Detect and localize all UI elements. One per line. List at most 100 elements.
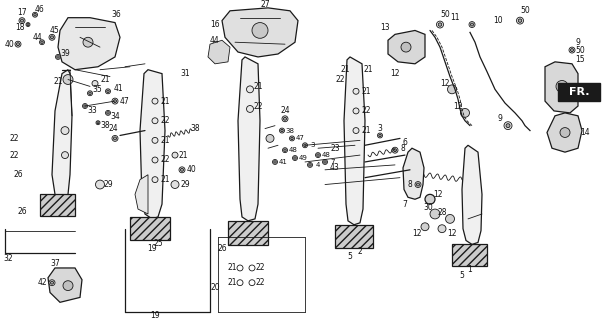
- Text: 5: 5: [460, 271, 465, 280]
- Circle shape: [252, 23, 268, 38]
- Circle shape: [249, 280, 255, 286]
- Circle shape: [152, 157, 158, 163]
- Circle shape: [84, 105, 86, 107]
- Polygon shape: [452, 244, 487, 266]
- Circle shape: [96, 121, 100, 125]
- Text: 45: 45: [50, 26, 60, 35]
- Circle shape: [302, 143, 307, 148]
- Text: 50: 50: [520, 6, 530, 15]
- Polygon shape: [344, 57, 365, 225]
- Text: 21: 21: [253, 82, 263, 91]
- Text: 12: 12: [433, 190, 442, 199]
- Text: 25: 25: [153, 239, 163, 248]
- Text: 12: 12: [447, 229, 457, 238]
- Text: 13: 13: [380, 23, 390, 32]
- Text: 18: 18: [15, 23, 24, 32]
- Circle shape: [105, 110, 111, 115]
- Circle shape: [179, 167, 185, 173]
- Text: 22: 22: [160, 156, 170, 164]
- Text: 33: 33: [87, 107, 97, 116]
- Circle shape: [353, 128, 359, 133]
- Circle shape: [417, 183, 419, 186]
- Circle shape: [113, 100, 116, 103]
- Text: 21: 21: [227, 278, 237, 287]
- Polygon shape: [388, 30, 425, 64]
- Circle shape: [105, 89, 111, 94]
- Text: 38: 38: [100, 121, 110, 130]
- Polygon shape: [130, 217, 170, 241]
- Text: 41: 41: [113, 84, 123, 93]
- Text: 14: 14: [580, 128, 590, 137]
- Text: 32: 32: [3, 254, 13, 263]
- Polygon shape: [52, 70, 72, 199]
- Text: 17: 17: [17, 8, 27, 17]
- Polygon shape: [238, 57, 260, 221]
- Text: 2: 2: [357, 247, 362, 256]
- Polygon shape: [48, 268, 82, 302]
- Text: 24: 24: [280, 107, 290, 116]
- Circle shape: [88, 91, 92, 96]
- Polygon shape: [222, 8, 298, 57]
- Circle shape: [57, 56, 59, 58]
- Text: 43: 43: [330, 163, 340, 172]
- Text: 16: 16: [210, 20, 220, 29]
- Circle shape: [460, 108, 469, 117]
- Text: 26: 26: [217, 244, 227, 253]
- Polygon shape: [545, 62, 578, 113]
- Circle shape: [56, 54, 61, 60]
- Text: 12: 12: [390, 69, 400, 78]
- Circle shape: [570, 49, 573, 52]
- Text: 29: 29: [103, 180, 113, 189]
- Circle shape: [272, 159, 277, 164]
- Text: 23: 23: [330, 144, 340, 153]
- Circle shape: [172, 152, 178, 158]
- Text: 48: 48: [321, 152, 330, 158]
- Text: 10: 10: [493, 16, 503, 25]
- Polygon shape: [208, 40, 230, 64]
- Circle shape: [61, 152, 69, 158]
- Text: 21: 21: [227, 263, 237, 272]
- Text: 19: 19: [150, 311, 160, 320]
- Circle shape: [15, 41, 21, 47]
- Circle shape: [83, 104, 88, 108]
- Polygon shape: [40, 194, 75, 216]
- Text: 49: 49: [299, 155, 307, 161]
- Circle shape: [284, 149, 286, 151]
- Circle shape: [378, 133, 382, 138]
- Circle shape: [293, 156, 297, 161]
- Text: 1: 1: [468, 265, 472, 275]
- Text: 15: 15: [575, 55, 585, 64]
- Circle shape: [504, 122, 512, 130]
- Circle shape: [26, 23, 30, 27]
- Circle shape: [274, 161, 276, 163]
- Circle shape: [506, 124, 510, 128]
- Circle shape: [401, 42, 411, 52]
- Circle shape: [152, 177, 158, 183]
- Text: 22: 22: [9, 151, 19, 160]
- Circle shape: [19, 18, 25, 24]
- Text: 21: 21: [100, 75, 110, 84]
- Polygon shape: [58, 18, 120, 70]
- Circle shape: [152, 137, 158, 143]
- Polygon shape: [462, 145, 482, 244]
- Circle shape: [438, 225, 446, 233]
- Circle shape: [49, 34, 55, 40]
- Circle shape: [289, 136, 294, 141]
- Text: 19: 19: [147, 244, 157, 253]
- Circle shape: [113, 137, 116, 140]
- Text: 26: 26: [17, 206, 27, 216]
- Circle shape: [152, 98, 158, 104]
- Circle shape: [237, 265, 243, 271]
- Text: 42: 42: [37, 278, 47, 287]
- Text: 22: 22: [9, 134, 19, 143]
- Circle shape: [353, 88, 359, 94]
- Circle shape: [353, 108, 359, 114]
- Text: 22: 22: [255, 263, 265, 272]
- Text: 22: 22: [335, 75, 345, 84]
- Text: 50: 50: [440, 10, 450, 19]
- Text: 40: 40: [5, 40, 15, 49]
- Circle shape: [34, 13, 36, 16]
- Text: 21: 21: [53, 77, 63, 86]
- Text: 21: 21: [160, 97, 170, 106]
- Text: 24: 24: [108, 124, 118, 133]
